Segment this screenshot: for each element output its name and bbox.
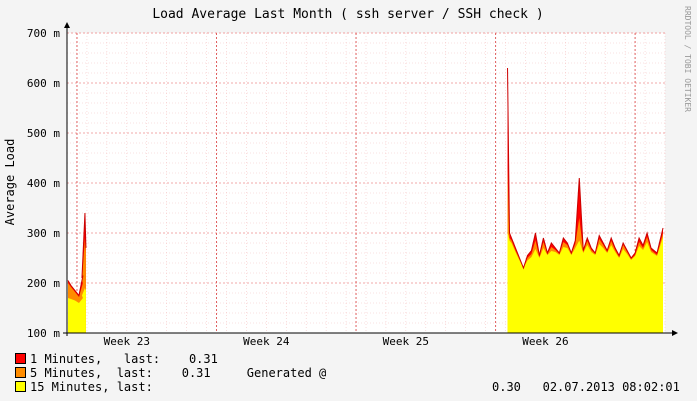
legend-15min-last: 0.30 — [492, 380, 521, 394]
x-tick-label: Week 26 — [522, 335, 568, 348]
legend-15min-right: 0.30 02.07.2013 08:02:01 — [492, 380, 680, 394]
y-tick-label: 100 m — [27, 327, 60, 340]
x-tick-labels: Week 23 Week 24 Week 25 Week 26 — [104, 335, 569, 348]
generated-time: 02.07.2013 08:02:01 — [542, 380, 680, 394]
y-tick-label: 500 m — [27, 127, 60, 140]
x-tick-label: Week 24 — [243, 335, 290, 348]
y-tick-label: 600 m — [27, 77, 60, 90]
legend-row-15min: 15 Minutes, last: — [15, 380, 153, 394]
legend-5min-name: 5 Minutes, last: — [30, 366, 153, 380]
generated-label: Generated @ — [246, 366, 327, 380]
rrdtool-watermark: RRDTOOL / TOBI OETIKER — [683, 6, 692, 112]
series-1min-line — [67, 212, 87, 297]
y-tick-labels: 100 m 200 m 300 m 400 m 500 m 600 m 700 m — [27, 27, 60, 340]
x-tick-label: Week 25 — [383, 335, 429, 348]
y-tick-label: 400 m — [27, 177, 60, 190]
x-tick-label: Week 23 — [104, 335, 150, 348]
y-axis-label: Average Load — [3, 139, 17, 226]
y-axis-arrow — [64, 22, 70, 28]
legend-swatch-15min — [15, 381, 26, 392]
y-tick-label: 300 m — [27, 227, 60, 240]
legend-5min-last: 0.31 — [181, 366, 211, 380]
series-1min-line — [507, 67, 664, 270]
series-15min-area — [507, 233, 664, 333]
legend-1min-name: 1 Minutes, last: — [30, 352, 161, 366]
legend-1min-last: 0.31 — [188, 352, 218, 366]
legend-swatch-1min — [15, 353, 26, 364]
legend-swatch-5min — [15, 367, 26, 378]
series-areas — [67, 67, 664, 333]
series-15min-area — [67, 288, 86, 333]
y-tick-label: 700 m — [27, 27, 60, 40]
legend-row-5min: 5 Minutes, last: 0.31 Generated @ — [15, 366, 326, 380]
legend-15min-name: 15 Minutes, last: — [30, 380, 153, 394]
x-axis-arrow — [672, 330, 678, 336]
chart-title: Load Average Last Month ( ssh server / S… — [152, 7, 543, 22]
y-tick-label: 200 m — [27, 277, 60, 290]
legend-row-1min: 1 Minutes, last: 0.31 — [15, 352, 218, 366]
